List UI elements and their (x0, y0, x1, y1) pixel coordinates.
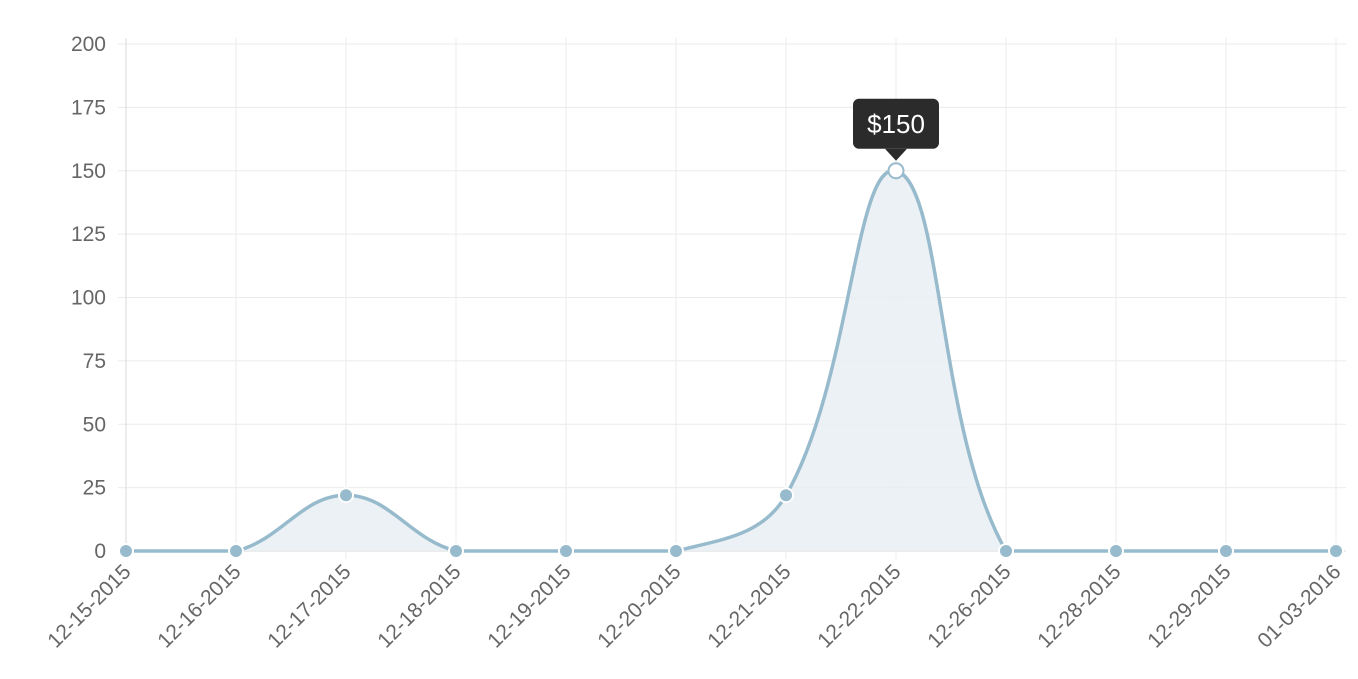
grid (118, 38, 1346, 559)
y-tick-label: 100 (71, 287, 106, 310)
data-points (118, 162, 1344, 559)
data-point[interactable] (1328, 543, 1344, 559)
y-tick-label: 175 (71, 96, 106, 119)
data-point[interactable] (448, 543, 464, 559)
x-tick-label: 12-15-2015 (43, 560, 135, 652)
data-point[interactable] (887, 162, 905, 180)
x-tick-label: 12-22-2015 (813, 560, 905, 652)
y-tick-label: 75 (83, 350, 106, 373)
y-tick-label: 125 (71, 223, 106, 246)
data-point[interactable] (778, 487, 794, 504)
data-point[interactable] (558, 543, 574, 559)
x-tick-label: 12-28-2015 (1033, 560, 1125, 652)
data-point[interactable] (228, 543, 244, 559)
x-tick-label: 12-26-2015 (923, 560, 1015, 652)
x-tick-label: 12-17-2015 (263, 560, 355, 652)
x-tick-label: 12-16-2015 (153, 560, 245, 652)
tooltip-caret (885, 148, 907, 161)
data-point[interactable] (1218, 543, 1234, 559)
x-tick-label: 12-29-2015 (1143, 560, 1235, 652)
y-tick-label: 25 (83, 477, 106, 500)
y-tick-label: 150 (71, 160, 106, 183)
data-point[interactable] (998, 543, 1014, 559)
data-point[interactable] (338, 487, 354, 504)
data-point[interactable] (1108, 543, 1124, 559)
data-point[interactable] (668, 543, 684, 559)
x-axis-ticks: 12-15-2015 12-16-2015 12-17-2015 12-18-2015… (43, 560, 1345, 652)
x-tick-label: 12-18-2015 (373, 560, 465, 652)
tooltip-box (853, 98, 939, 149)
x-tick-label: 12-19-2015 (483, 560, 575, 652)
y-tick-label: 50 (83, 413, 106, 436)
x-tick-label: 12-20-2015 (593, 560, 685, 652)
x-tick-label: 01-03-2016 (1253, 560, 1345, 652)
x-tick-label: 12-21-2015 (703, 560, 795, 652)
y-axis-ticks: 0 25 50 75 100 125 150 175 200 (71, 33, 106, 563)
data-point[interactable] (118, 543, 134, 559)
tooltip-text: $150 (867, 109, 925, 139)
y-tick-label: 0 (94, 540, 106, 563)
tooltip: $150 (853, 98, 939, 161)
y-tick-label: 200 (71, 33, 106, 56)
